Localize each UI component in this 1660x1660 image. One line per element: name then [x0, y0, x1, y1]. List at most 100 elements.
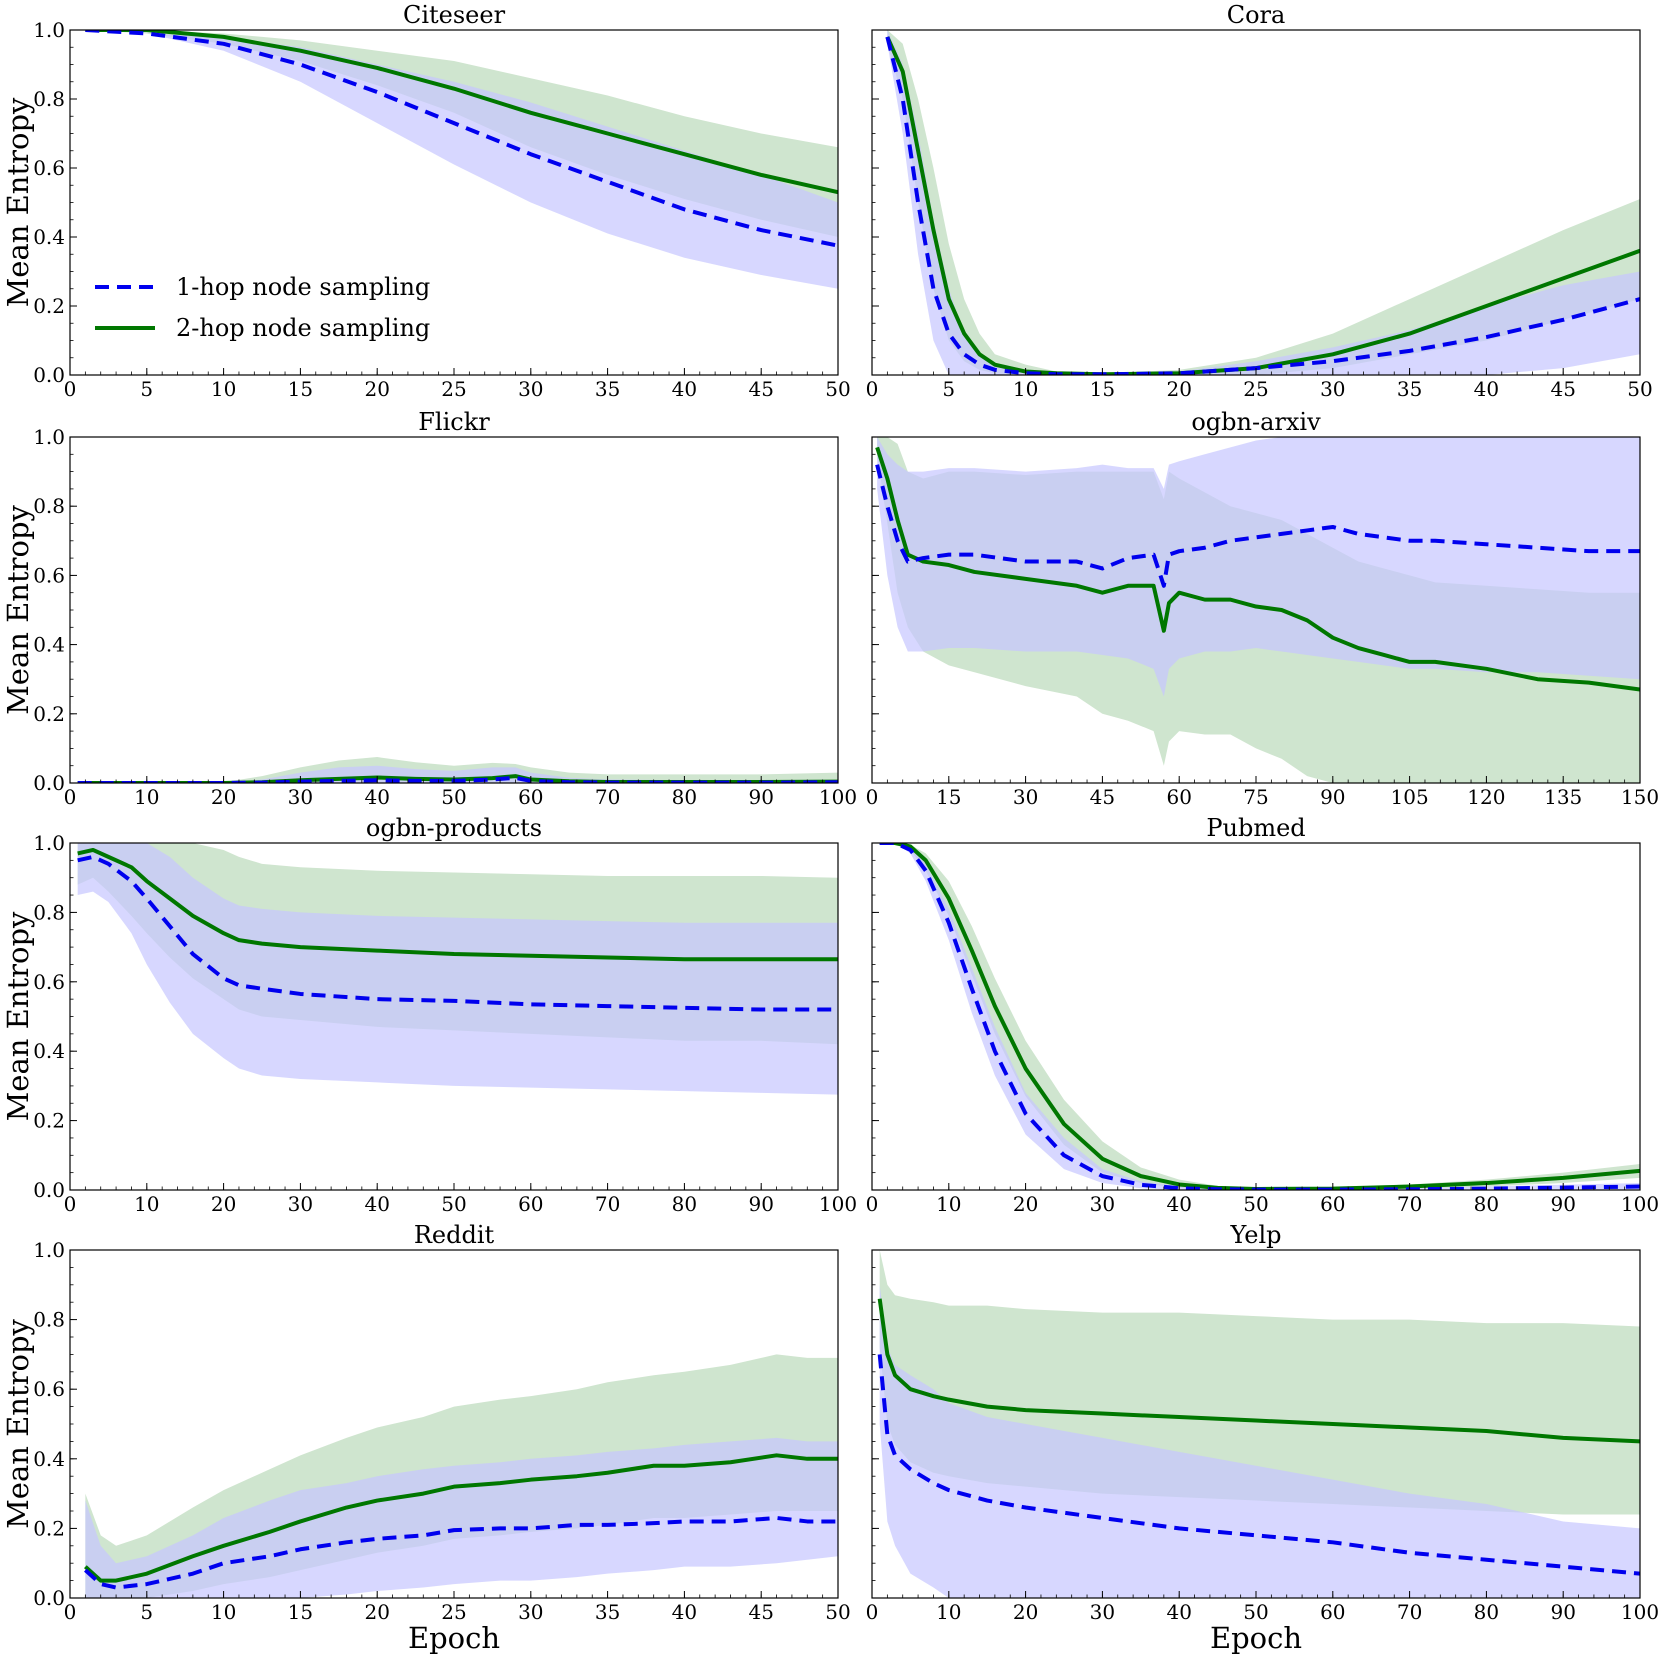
one-hop-std-band: [85, 30, 838, 289]
x-tick-label: 30: [288, 1192, 313, 1216]
x-tick-label: 75: [1243, 785, 1268, 809]
y-tick-label: 0.4: [33, 1039, 65, 1063]
two-hop-std-band: [77, 757, 838, 783]
one-hop-std-band: [77, 765, 838, 783]
one-hop-series-line: [875, 464, 1640, 588]
x-tick-label: 90: [748, 1192, 773, 1216]
x-tick-label: 40: [364, 785, 389, 809]
x-tick-label: 40: [672, 1600, 697, 1624]
one-hop-std-band: [879, 1284, 1640, 1598]
x-tick-label: 20: [1013, 1600, 1038, 1624]
one-hop-std-band: [887, 30, 1640, 375]
one-hop-series-line: [77, 854, 838, 1012]
x-tick-label: 120: [1467, 785, 1505, 809]
x-tick-label: 60: [1166, 785, 1191, 809]
x-tick-label: 0: [866, 785, 879, 809]
x-tick-label: 25: [441, 1600, 466, 1624]
x-tick-label: 0: [866, 1600, 879, 1624]
x-tick-label: 15: [288, 377, 313, 401]
x-tick-label: 20: [211, 1192, 236, 1216]
x-tick-label: 0: [866, 377, 879, 401]
x-tick-label: 10: [936, 1192, 961, 1216]
x-tick-label: 15: [288, 1600, 313, 1624]
y-tick-label: 0.0: [33, 771, 65, 795]
panel-citeseer: 0 5 10 15 20 25 30 35 40 45 50 0.0 0.2 0.4 0.6 0.8 1.0 Ci…: [1, 1, 851, 401]
panel-reddit: 0 5 10 15 20 25 30 35 40 45 50 0.0 0.2 0.4 0.6 0.8 1.0 Re…: [1, 1221, 851, 1655]
panel-cora: 0 5 10 15 20 25 30 35 40 45 50 Cora: [866, 1, 1653, 401]
one-hop-std-band: [77, 843, 838, 1095]
y-axis-label: Mean Entropy: [1, 1318, 35, 1528]
x-tick-label: 10: [1013, 377, 1038, 401]
two-hop-series-line: [877, 1298, 1640, 1444]
x-tick-label: 80: [672, 785, 697, 809]
x-tick-label: 100: [819, 1192, 857, 1216]
x-tick-label: 35: [595, 377, 620, 401]
x-tick-label: 15: [1090, 377, 1115, 401]
x-tick-label: 50: [1243, 1600, 1268, 1624]
legend-two-hop-label: 2-hop node sampling: [176, 314, 430, 342]
y-axis-label: Mean Entropy: [1, 97, 35, 307]
y-tick-label: 0.2: [33, 1516, 65, 1540]
x-tick-label: 25: [441, 377, 466, 401]
x-tick-label: 45: [1090, 785, 1115, 809]
y-tick-label: 1.0: [33, 831, 65, 855]
x-tick-label: 10: [134, 1192, 159, 1216]
x-tick-label: 135: [1544, 785, 1582, 809]
x-tick-label: 30: [1090, 1192, 1115, 1216]
x-tick-label: 70: [595, 785, 620, 809]
one-hop-series-line: [84, 1515, 838, 1590]
y-axis-label: Mean Entropy: [1, 911, 35, 1121]
x-tick-label: 5: [942, 377, 955, 401]
x-tick-label: 50: [825, 1600, 850, 1624]
x-tick-label: 50: [441, 785, 466, 809]
y-tick-label: 0.6: [33, 563, 65, 587]
x-tick-label: 45: [1550, 377, 1575, 401]
x-tick-label: 15: [936, 785, 961, 809]
plot-area: [77, 757, 838, 783]
y-tick-label: 0.4: [33, 633, 65, 657]
x-tick-label: 70: [1397, 1192, 1422, 1216]
y-tick-label: 0.4: [33, 1447, 65, 1471]
x-tick-label: 0: [866, 1192, 879, 1216]
y-tick-label: 0.6: [33, 156, 65, 180]
x-tick-label: 5: [140, 377, 153, 401]
x-tick-label: 100: [1621, 1600, 1659, 1624]
x-tick-label: 90: [748, 785, 773, 809]
x-tick-label: 10: [936, 1600, 961, 1624]
y-tick-label: 0.0: [33, 363, 65, 387]
plot-area: [77, 843, 838, 1095]
panel-title: Flickr: [418, 408, 490, 436]
x-tick-label: 30: [1090, 1600, 1115, 1624]
one-hop-series-line: [877, 1354, 1640, 1576]
panel-pubmed: 0 10 20 30 40 50 60 70 80 90 100 Pubmed: [866, 814, 1659, 1216]
plot-area: [885, 30, 1640, 375]
panel-title: Pubmed: [1206, 814, 1305, 842]
x-tick-label: 30: [1320, 377, 1345, 401]
x-tick-label: 20: [211, 785, 236, 809]
two-hop-series-line: [84, 1453, 838, 1583]
x-tick-label: 30: [518, 377, 543, 401]
one-hop-series-line: [85, 30, 838, 248]
x-tick-label: 20: [1166, 377, 1191, 401]
x-tick-label: 70: [1397, 1600, 1422, 1624]
two-hop-series-line: [77, 847, 838, 962]
y-axis-label: Mean Entropy: [1, 504, 35, 714]
panel-flickr: 0 10 20 30 40 50 60 70 80 90 100 0.0 0.2 0.4 0.6 0.8 1.0…: [1, 408, 857, 809]
x-tick-label: 105: [1391, 785, 1429, 809]
x-tick-label: 40: [364, 1192, 389, 1216]
x-tick-label: 10: [211, 1600, 236, 1624]
x-tick-label: 10: [211, 377, 236, 401]
x-tick-label: 60: [518, 1192, 543, 1216]
y-tick-label: 1.0: [33, 425, 65, 449]
y-tick-label: 0.6: [33, 970, 65, 994]
x-tick-label: 20: [364, 1600, 389, 1624]
y-tick-label: 0.8: [33, 87, 65, 111]
x-axis-label: Epoch: [408, 1621, 500, 1655]
y-tick-label: 0.2: [33, 1109, 65, 1133]
panel-ogbn-arxiv: 0 15 30 45 60 75 90 105 120 135 150 ogbn-arxiv: [866, 408, 1659, 809]
plot-area: [85, 30, 838, 289]
panel-title: ogbn-products: [366, 814, 542, 842]
one-hop-std-band: [85, 1437, 838, 1598]
two-hop-series-line: [85, 30, 838, 195]
